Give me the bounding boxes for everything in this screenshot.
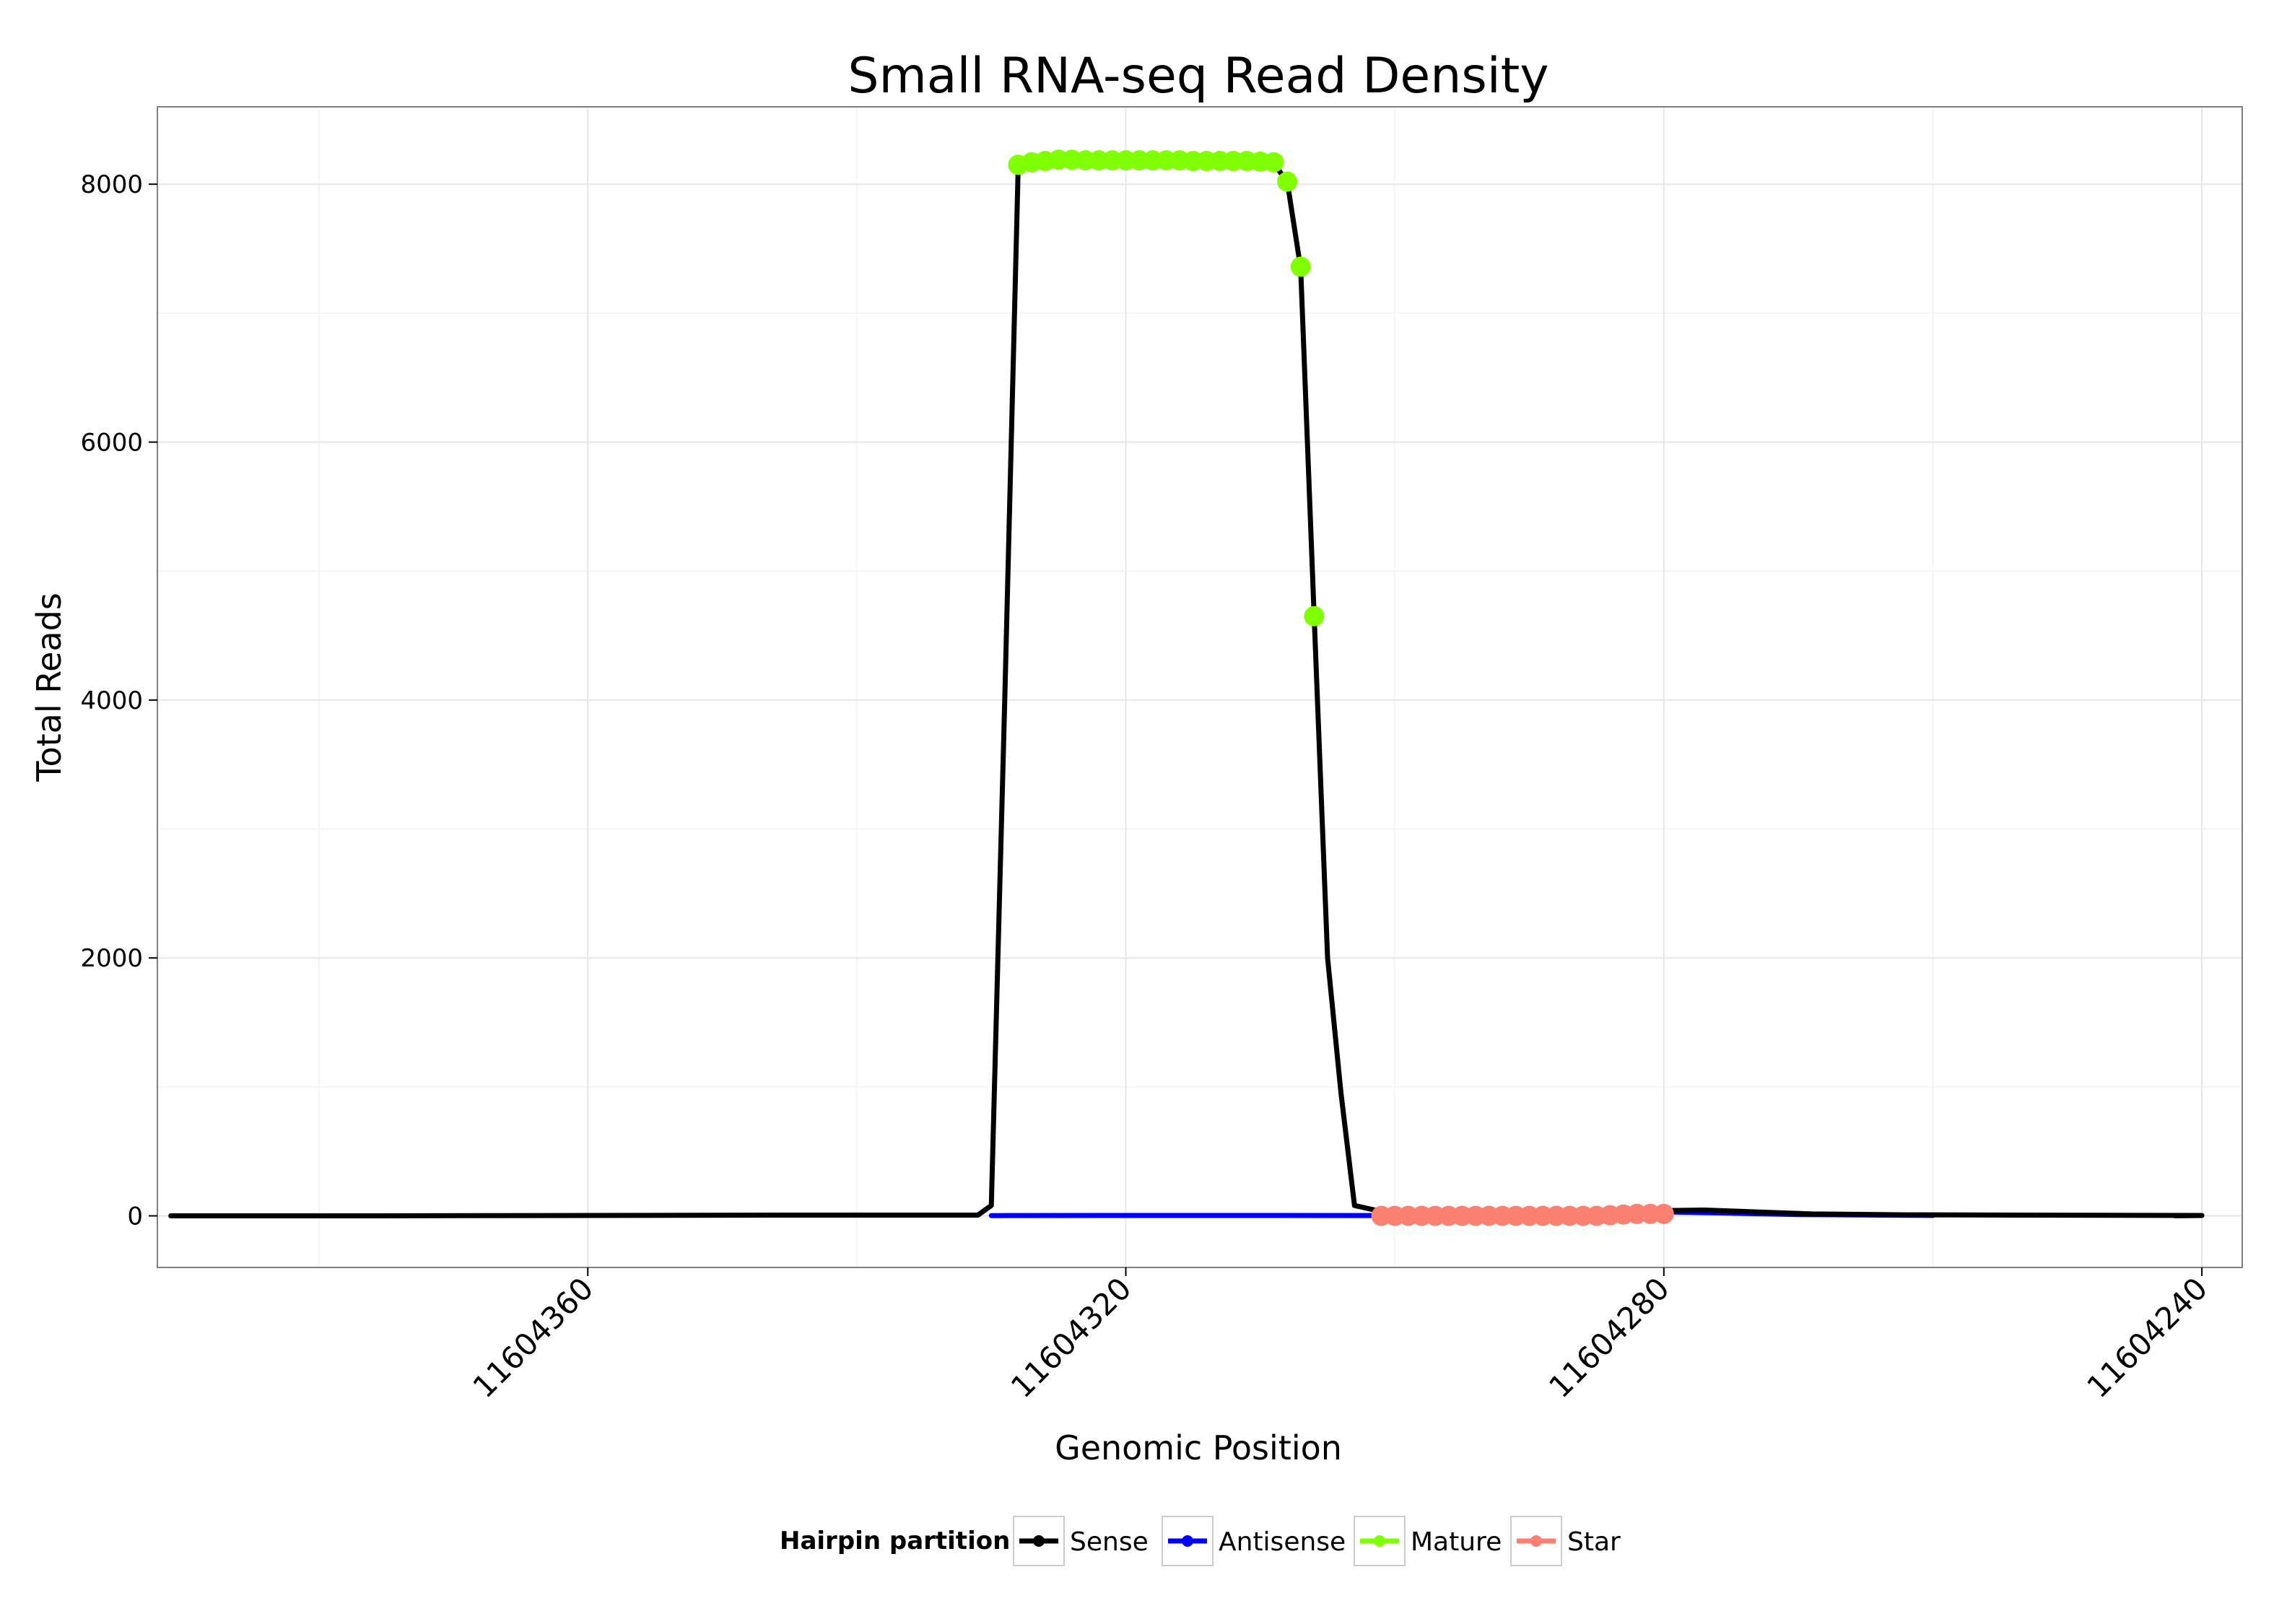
x-axis: 11604360 11604320 11604280 11604240	[466, 1267, 2214, 1405]
legend-key-sense	[1013, 1516, 1065, 1566]
data-point-star	[1653, 1203, 1674, 1224]
y-tick-label: 8000	[80, 170, 143, 199]
y-axis: 0 2000 4000 6000 8000	[80, 170, 157, 1231]
series-line-sense	[168, 158, 2205, 1218]
legend-key-point	[1374, 1535, 1385, 1547]
plot-border	[157, 106, 2243, 1268]
legend: Hairpin partition Sense Antisense Mature St…	[780, 1516, 1621, 1566]
legend-key-antisense	[1162, 1516, 1214, 1566]
legend-label-sense: Sense	[1070, 1527, 1149, 1557]
y-tick-label: 0	[127, 1202, 143, 1231]
legend-key-mature	[1354, 1516, 1406, 1566]
legend-key-point	[1182, 1535, 1193, 1547]
minor-grid	[157, 107, 2242, 1267]
x-axis-title: Genomic Position	[1055, 1428, 1342, 1467]
x-tick-label: 11604280	[1542, 1270, 1676, 1405]
data-point-mature	[1277, 171, 1298, 192]
legend-key-point	[1530, 1535, 1542, 1547]
data-point-mature	[1263, 152, 1284, 173]
chart-title: Small RNA-seq Read Density	[848, 48, 1548, 105]
y-axis-title: Total Reads	[30, 593, 69, 782]
y-tick-label: 4000	[80, 686, 143, 715]
data-point-mature	[1290, 256, 1311, 277]
series-points	[1008, 149, 1674, 1226]
legend-label-antisense: Antisense	[1219, 1527, 1346, 1557]
legend-title: Hairpin partition	[780, 1527, 1010, 1555]
legend-label-star: Star	[1567, 1527, 1621, 1557]
plot-panel	[157, 107, 2242, 1267]
legend-label-mature: Mature	[1411, 1527, 1502, 1557]
legend-key-point	[1033, 1535, 1045, 1547]
y-tick-label: 2000	[80, 944, 143, 973]
x-tick-label: 11604240	[2080, 1270, 2214, 1405]
data-point-mature	[1304, 606, 1325, 627]
legend-key-star	[1510, 1516, 1562, 1566]
x-tick-label: 11604360	[466, 1270, 600, 1405]
x-tick-label: 11604320	[1004, 1270, 1138, 1405]
y-tick-label: 6000	[80, 429, 143, 458]
